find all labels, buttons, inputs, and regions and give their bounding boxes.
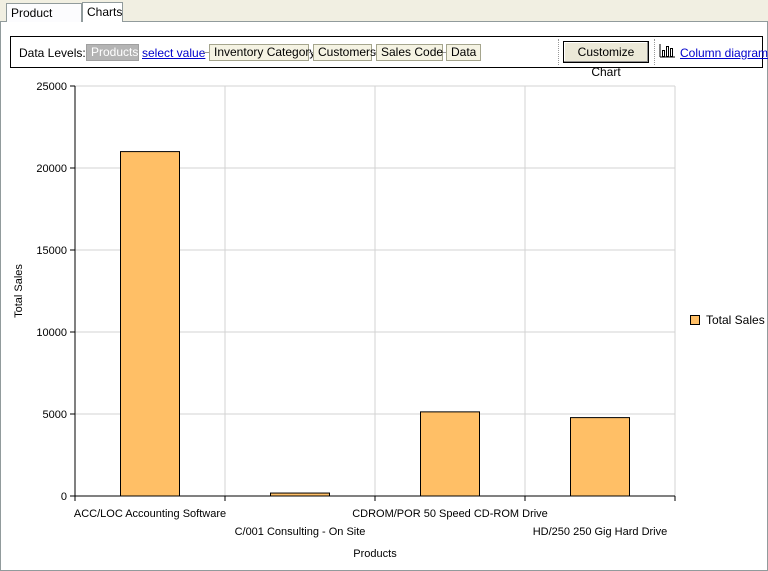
level-products[interactable]: Products (86, 44, 139, 61)
toolbar-separator (558, 39, 559, 65)
level-sales-code[interactable]: Sales Code (376, 44, 443, 61)
x-tick-label: C/001 Consulting - On Site (235, 526, 366, 538)
y-tick-label: 20000 (36, 163, 67, 175)
data-levels-label: Data Levels: (19, 46, 86, 60)
legend-label: Total Sales (706, 313, 765, 327)
y-tick-label: 5000 (43, 409, 67, 421)
level-data[interactable]: Data (446, 44, 481, 61)
y-tick-label: 25000 (36, 81, 67, 93)
toolbar-separator (654, 39, 655, 65)
y-tick-label: 0 (61, 491, 67, 503)
level-connector (203, 52, 210, 53)
column-diagram-link[interactable]: Column diagram (680, 46, 768, 60)
bar (120, 151, 180, 497)
x-axis-title: Products (353, 548, 397, 560)
level-connector (443, 52, 447, 53)
x-tick-label: HD/250 250 Gig Hard Drive (533, 526, 668, 538)
x-tick-label: CDROM/POR 50 Speed CD-ROM Drive (352, 508, 548, 520)
tab-charts[interactable]: Charts (82, 2, 123, 23)
level-connector (309, 52, 314, 53)
y-tick-label: 15000 (36, 245, 67, 257)
axis-layer: 0 5000 10000 15000 20000 25000 ACC/LOC Account… (36, 81, 676, 538)
y-axis-title: Total Sales (13, 264, 25, 318)
bar (570, 417, 630, 497)
tab-strip: Product Sales Charts (0, 0, 768, 38)
level-inventory-category[interactable]: Inventory Category (209, 44, 315, 61)
bar (420, 411, 480, 497)
data-levels-toolbar: Data Levels: Products select value Inven… (10, 36, 768, 79)
select-value-link[interactable]: select value (142, 46, 206, 60)
customize-chart-button[interactable]: Customize Chart (563, 41, 649, 79)
y-tick-label: 10000 (36, 327, 67, 339)
level-connector (372, 52, 377, 53)
x-tick-label: ACC/LOC Accounting Software (74, 508, 226, 520)
legend-swatch (690, 315, 700, 325)
level-customers[interactable]: Customers (313, 44, 376, 61)
column-chart-icon[interactable] (659, 44, 675, 58)
